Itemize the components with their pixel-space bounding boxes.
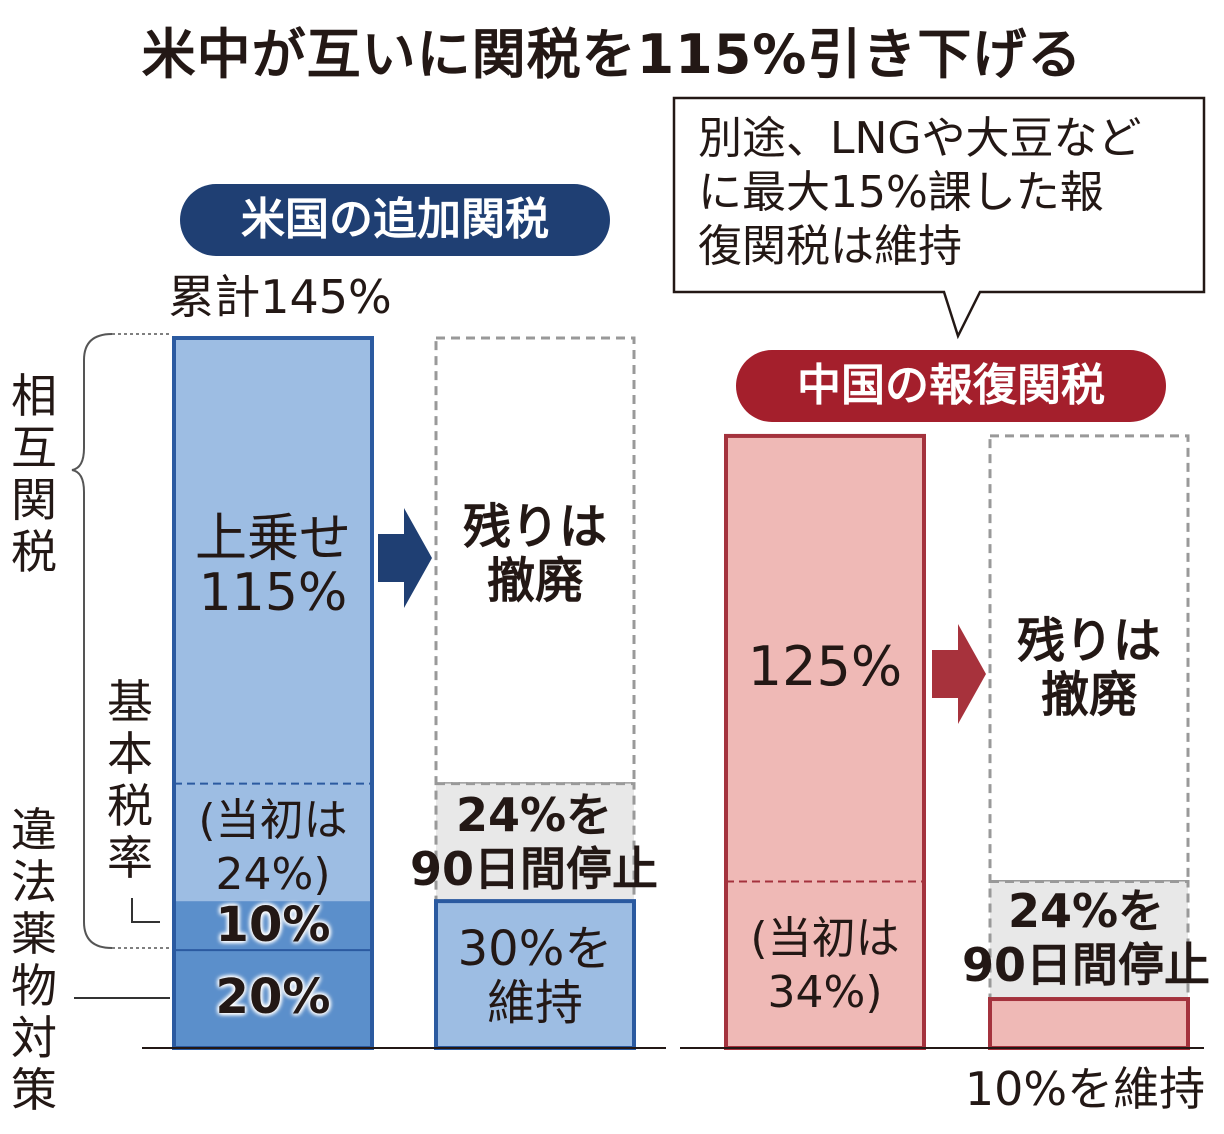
us-initial-label: (当初は 24%) bbox=[198, 795, 348, 900]
us-bar-upper-segment bbox=[174, 338, 372, 902]
us-surcharge-label: 上乗せ 115% bbox=[194, 509, 351, 623]
china-initial-label: (当初は 34%) bbox=[750, 913, 900, 1018]
china-after-paused-box bbox=[988, 880, 1190, 1001]
us-total-label: 累計145% bbox=[168, 270, 392, 324]
china-after-kept-box bbox=[988, 997, 1190, 1051]
us-side-drug-label: 違法薬物対策 bbox=[11, 803, 57, 1117]
us-after-removed-box bbox=[434, 336, 636, 786]
us-side-reciprocal-label: 相互関税 bbox=[11, 369, 57, 579]
us-base10-label: 10% bbox=[215, 897, 331, 953]
us-base-rate-leader bbox=[131, 898, 160, 923]
us-drug20-label: 20% bbox=[215, 969, 331, 1025]
callout-box bbox=[672, 96, 1206, 340]
us-paused-label: 24%を 90日間停止 bbox=[409, 788, 658, 896]
china-removed-label: 残りは 撤廃 bbox=[1016, 613, 1161, 723]
china-after-removed-box bbox=[988, 434, 1190, 884]
china-paused-label: 24%を 90日間停止 bbox=[961, 884, 1210, 992]
us-header-pill: 米国の追加関税 bbox=[180, 184, 610, 256]
china-kept-label: 10%を維持 bbox=[964, 1062, 1206, 1116]
china-bar-fill bbox=[726, 435, 924, 1048]
us-arrow-icon bbox=[378, 508, 432, 608]
us-reciprocal-brace bbox=[71, 333, 113, 949]
us-kept-label: 30%を 維持 bbox=[457, 921, 613, 1031]
us-bar-lower-segment bbox=[174, 901, 372, 1048]
china-arrow-icon bbox=[932, 624, 986, 724]
china-header-pill: 中国の報復関税 bbox=[736, 350, 1166, 422]
china-surcharge-label: 125% bbox=[747, 635, 903, 698]
us-side-base-rate-label: 基本税率 bbox=[107, 675, 153, 885]
us-after-paused-box bbox=[434, 782, 636, 903]
us-after-kept-box bbox=[434, 899, 636, 1050]
callout-text: 別途、LNGや大豆など に最大15%課した報 復関税は維持 bbox=[698, 113, 1142, 272]
us-removed-label: 残りは 撤廃 bbox=[462, 499, 607, 609]
chart-title: 米中が互いに関税を115%引き下げる bbox=[141, 23, 1083, 86]
